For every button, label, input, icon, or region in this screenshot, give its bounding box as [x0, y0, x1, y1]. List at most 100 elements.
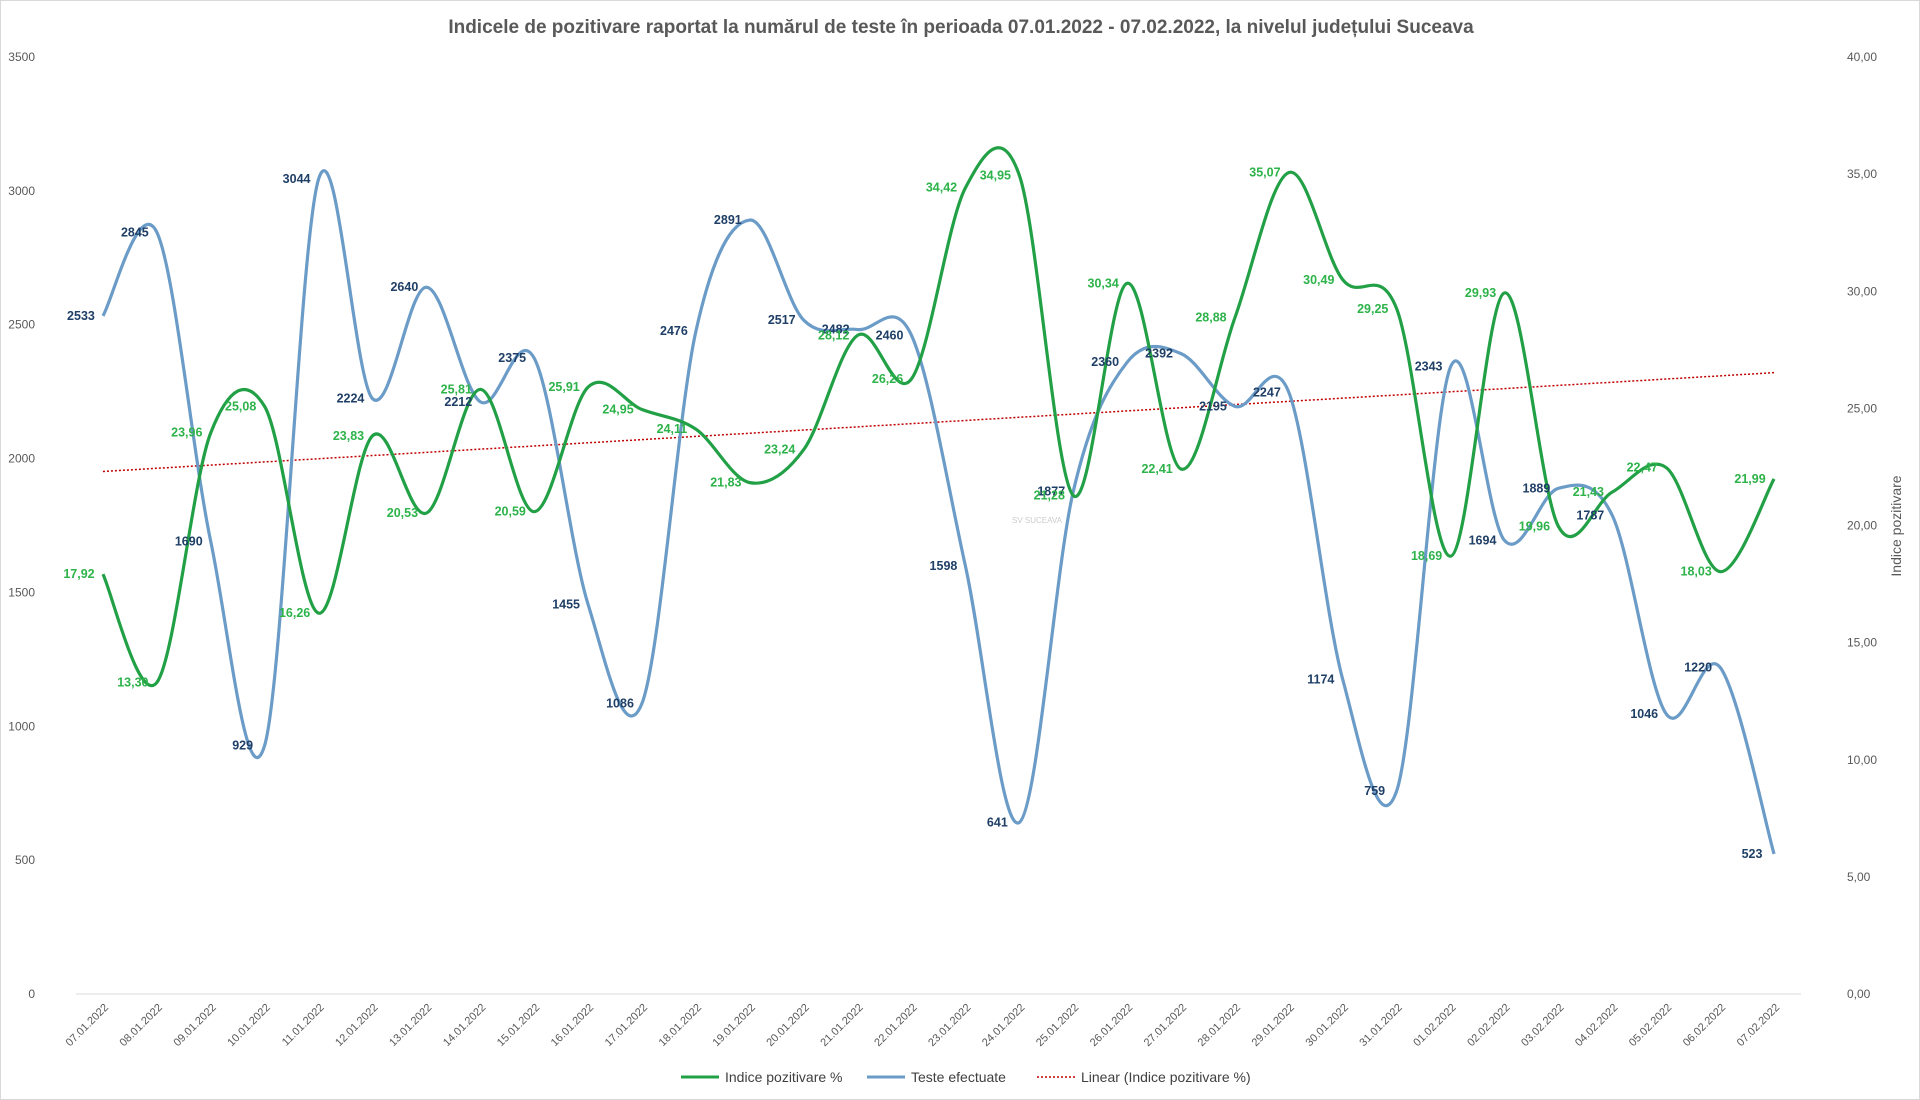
data-label-indice: 34,95 [980, 168, 1011, 182]
y-left-tick: 1000 [8, 719, 35, 733]
data-label-indice: 17,92 [63, 567, 94, 581]
data-label-teste: 2360 [1091, 355, 1119, 369]
y-right-tick: 10,00 [1847, 753, 1877, 767]
x-tick-label: 28.01.2022 [1196, 1002, 1243, 1049]
x-tick-label: 23.01.2022 [926, 1002, 973, 1049]
y-left-tick: 1500 [8, 585, 35, 599]
legend-label: Teste efectuate [911, 1069, 1006, 1085]
y-right-tick: 35,00 [1847, 167, 1877, 181]
data-label-teste: 2392 [1145, 347, 1173, 361]
x-tick-label: 13.01.2022 [387, 1002, 434, 1049]
data-label-teste: 1174 [1307, 673, 1334, 687]
x-tick-label: 30.01.2022 [1303, 1002, 1350, 1049]
data-label-indice: 18,03 [1681, 565, 1712, 579]
x-tick-label: 08.01.2022 [118, 1002, 165, 1049]
x-tick-label: 17.01.2022 [603, 1002, 650, 1049]
x-tick-label: 11.01.2022 [280, 1002, 327, 1049]
x-tick-label: 31.01.2022 [1357, 1002, 1404, 1049]
data-label-indice: 23,83 [333, 429, 364, 443]
data-label-teste: 2845 [121, 225, 149, 239]
data-label-indice: 35,07 [1249, 165, 1280, 179]
series-teste-efectuate [101, 169, 1776, 855]
data-label-indice: 24,95 [602, 403, 633, 417]
x-tick-label: 03.02.2022 [1519, 1002, 1566, 1049]
data-label-teste: 1694 [1469, 533, 1497, 547]
data-label-teste: 1598 [930, 559, 958, 573]
y-right-tick: 25,00 [1847, 401, 1877, 415]
x-axis: 07.01.2022 08.01.2022 09.01.2022 10.01.2022… [64, 1002, 1783, 1049]
y-left-tick: 2500 [8, 318, 35, 332]
data-label-teste: 2247 [1253, 385, 1281, 399]
x-tick-label: 22.01.2022 [872, 1002, 919, 1049]
data-label-indice: 30,34 [1088, 276, 1119, 290]
x-tick-label: 26.01.2022 [1088, 1002, 1135, 1049]
x-tick-label: 16.01.2022 [549, 1002, 596, 1049]
data-label-indice: 13,30 [117, 675, 148, 689]
data-label-teste: 2482 [822, 323, 850, 337]
y-left-tick: 500 [15, 853, 35, 867]
line-indice-pozitivare [101, 146, 1776, 688]
legend-label: Indice pozitivare % [725, 1069, 843, 1085]
data-label-teste: 1086 [606, 696, 634, 710]
data-label-indice: 19,96 [1519, 519, 1550, 533]
x-tick-label: 09.01.2022 [171, 1002, 218, 1049]
data-label-teste: 641 [987, 815, 1008, 829]
y-right-tick: 15,00 [1847, 636, 1877, 650]
data-label-teste: 929 [232, 738, 253, 752]
data-label-teste: 2195 [1199, 399, 1227, 413]
x-tick-label: 24.01.2022 [980, 1002, 1027, 1049]
data-label-teste: 1889 [1523, 481, 1551, 495]
data-label-indice: 28,88 [1195, 310, 1226, 324]
series-indice-pozitivare [101, 146, 1776, 688]
y-left-tick: 0 [28, 987, 35, 1001]
data-label-indice: 22,47 [1627, 461, 1658, 475]
data-label-teste: 1877 [1037, 485, 1065, 499]
data-label-indice: 29,25 [1357, 302, 1388, 316]
data-label-teste: 2476 [660, 324, 688, 338]
y-right-tick: 20,00 [1847, 519, 1877, 533]
data-label-indice: 26,26 [872, 372, 903, 386]
trendline [102, 371, 1775, 473]
y-right-tick: 0,00 [1847, 987, 1871, 1001]
x-tick-label: 05.02.2022 [1627, 1002, 1674, 1049]
x-tick-label: 04.02.2022 [1573, 1002, 1620, 1049]
data-label-indice: 21,28 [1034, 489, 1065, 503]
x-tick-label: 07.01.2022 [64, 1002, 111, 1049]
x-tick-label: 10.01.2022 [225, 1002, 272, 1049]
x-tick-label: 18.01.2022 [657, 1002, 704, 1049]
data-label-teste: 523 [1742, 847, 1763, 861]
chart-title: Indicele de pozitivare raportat la număr… [448, 17, 1474, 38]
data-label-indice: 21,99 [1734, 472, 1765, 486]
y-right-tick: 40,00 [1847, 50, 1877, 64]
data-label-indice: 25,08 [225, 400, 256, 414]
x-tick-label: 20.01.2022 [764, 1002, 811, 1049]
data-label-indice: 30,49 [1303, 273, 1334, 287]
x-tick-label: 12.01.2022 [333, 1002, 380, 1049]
data-label-indice: 24,11 [657, 422, 688, 436]
data-label-teste: 1046 [1630, 707, 1658, 721]
y-right-tick: 30,00 [1847, 284, 1877, 298]
data-label-indice: 25,81 [441, 382, 472, 396]
data-label-indice: 29,93 [1465, 286, 1496, 300]
data-label-teste: 1690 [175, 535, 203, 549]
labels-teste-efectuate: 2533 2845 1690 929 3044 2224 2640 2212 2375 1455 1… [67, 172, 1762, 861]
y-right-tick: 5,00 [1847, 870, 1871, 884]
watermark: SV SUCEAVA [1012, 516, 1063, 525]
x-tick-label: 25.01.2022 [1034, 1002, 1081, 1049]
x-tick-label: 02.02.2022 [1465, 1002, 1512, 1049]
legend: Indice pozitivare % Teste efectuate Linear… [681, 1069, 1251, 1085]
data-label-teste: 2224 [337, 392, 365, 406]
data-label-indice: 18,69 [1411, 549, 1442, 563]
data-label-teste: 2460 [876, 328, 904, 342]
data-label-teste: 759 [1364, 784, 1385, 798]
x-tick-label: 06.02.2022 [1681, 1002, 1728, 1049]
y-axis-right-title: Indice pozitivare [1888, 475, 1904, 576]
x-tick-label: 14.01.2022 [441, 1002, 488, 1049]
trendline-line [102, 371, 1775, 473]
legend-label: Linear (Indice pozitivare %) [1081, 1069, 1251, 1085]
data-label-teste: 2891 [714, 213, 742, 227]
data-label-teste: 3044 [283, 172, 311, 186]
data-label-indice: 22,41 [1141, 462, 1172, 476]
